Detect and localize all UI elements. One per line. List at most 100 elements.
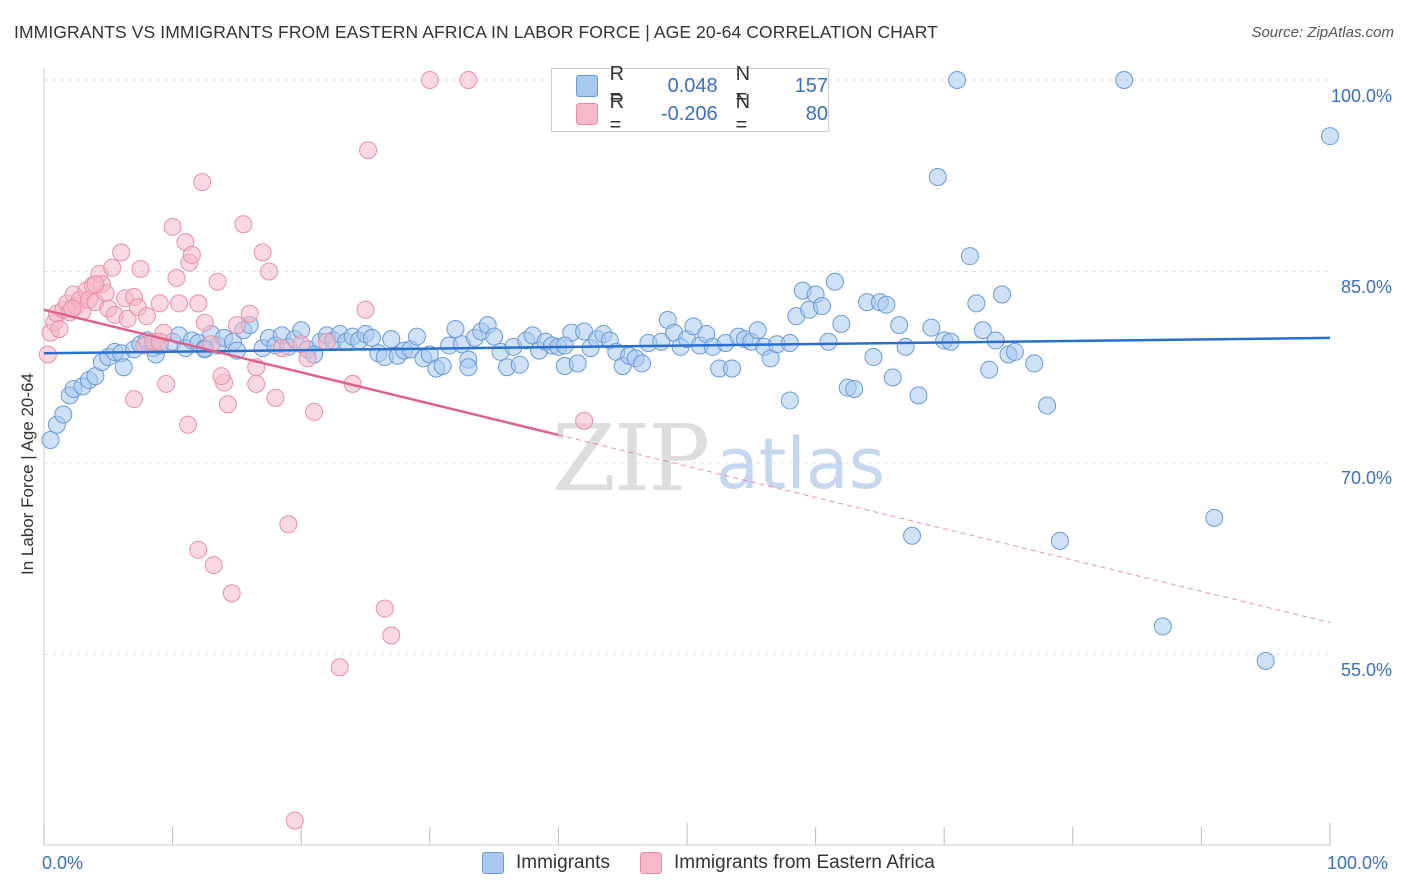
immigrants-point	[864, 348, 883, 367]
eastern-africa-point	[112, 243, 131, 262]
immigrants-point	[986, 331, 1005, 350]
immigrants-point	[890, 316, 909, 335]
immigrants-point	[1115, 71, 1134, 89]
legend-item-immigrants[interactable]: Immigrants	[482, 852, 610, 874]
eastern-africa-point	[163, 217, 182, 236]
legend-item-eastern-africa[interactable]: Immigrants from Eastern Africa	[639, 852, 935, 874]
immigrants-point	[832, 314, 851, 333]
legend-r-value: -0.206	[660, 102, 718, 125]
immigrants-point	[446, 319, 465, 338]
immigrants-point	[555, 336, 574, 355]
immigrants-point	[54, 405, 73, 424]
immigrants-point	[41, 431, 60, 450]
eastern-africa-point	[125, 390, 144, 409]
eastern-africa-point	[179, 415, 198, 434]
legend-row-eastern-africa: R = -0.206 N = 80	[576, 91, 828, 136]
immigrants-point	[748, 321, 767, 340]
eastern-africa-points	[38, 71, 594, 830]
eastern-africa-point	[279, 515, 298, 534]
watermark: ZIP atlas	[552, 405, 885, 512]
y-tick-label: 55.0%	[1340, 660, 1392, 680]
y-axis-title: In Labor Force | Age 20-64	[18, 373, 37, 575]
eastern-africa-point	[317, 332, 336, 351]
immigrants-point	[723, 359, 742, 378]
immigrants-point	[362, 328, 381, 347]
eastern-africa-point	[222, 584, 241, 603]
immigrants-point	[948, 71, 967, 89]
immigrants-point	[407, 327, 426, 346]
immigrants-point	[114, 358, 133, 377]
immigrants-point	[825, 272, 844, 291]
immigrants-points	[41, 71, 1339, 670]
immigrants-point	[632, 354, 651, 373]
eastern-africa-point	[38, 345, 57, 364]
eastern-africa-point	[305, 402, 324, 421]
immigrants-point	[1256, 651, 1275, 670]
legend-swatch-pink	[639, 852, 662, 874]
eastern-africa-point	[247, 374, 266, 393]
immigrants-point	[780, 391, 799, 410]
immigrants-point	[1050, 531, 1069, 550]
immigrants-point	[896, 337, 915, 356]
eastern-africa-point	[118, 309, 137, 328]
eastern-africa-point	[285, 811, 304, 830]
eastern-africa-point	[86, 275, 105, 294]
eastern-africa-point	[189, 540, 208, 559]
immigrants-point	[903, 526, 922, 545]
eastern-africa-point	[150, 294, 169, 313]
y-tick-label: 100.0%	[1330, 86, 1392, 106]
eastern-africa-point	[298, 349, 317, 368]
legend-label-eastern-africa: Immigrants from Eastern Africa	[673, 852, 935, 873]
source-label: Source: ZipAtlas.com	[1251, 24, 1394, 41]
trend-lines	[43, 308, 1331, 624]
immigrants-point	[568, 354, 587, 373]
legend-swatch-pink	[576, 103, 598, 125]
immigrants-point	[382, 330, 401, 349]
eastern-africa-point	[356, 300, 375, 319]
immigrants-point	[1025, 354, 1044, 373]
immigrants-trend-line	[43, 336, 1331, 355]
eastern-africa-point	[170, 294, 189, 313]
immigrants-point	[485, 327, 504, 346]
eastern-africa-point	[459, 71, 478, 89]
eastern-africa-point	[359, 141, 378, 160]
immigrants-point	[1005, 342, 1024, 361]
immigrants-point	[1038, 396, 1057, 415]
y-tick-label: 70.0%	[1340, 468, 1392, 488]
eastern-africa-point	[50, 319, 69, 338]
watermark-atlas: atlas	[716, 423, 885, 505]
eastern-africa-point	[253, 243, 272, 262]
immigrants-point	[813, 296, 832, 315]
immigrants-point	[980, 360, 999, 379]
eastern-africa-point	[208, 272, 227, 291]
eastern-africa-trend-extension	[558, 434, 1331, 624]
eastern-africa-point	[382, 626, 401, 645]
axes	[43, 68, 1331, 846]
immigrants-point	[780, 333, 799, 352]
immigrants-point	[845, 379, 864, 398]
eastern-africa-point	[157, 374, 176, 393]
legend-n-value: 80	[805, 102, 828, 125]
eastern-africa-point	[193, 173, 212, 192]
immigrants-point	[1153, 617, 1172, 636]
immigrants-point	[960, 247, 979, 266]
chart-title: IMMIGRANTS VS IMMIGRANTS FROM EASTERN AF…	[14, 22, 938, 42]
eastern-africa-trend-line	[43, 308, 559, 437]
eastern-africa-point	[204, 556, 223, 575]
immigrants-point	[1205, 508, 1224, 527]
grid-lines	[44, 79, 1330, 655]
eastern-africa-point	[131, 259, 150, 278]
legend-r-value: 0.048	[667, 74, 718, 97]
legend-label-immigrants: Immigrants	[516, 852, 610, 873]
eastern-africa-point	[260, 262, 279, 281]
immigrants-point	[883, 368, 902, 387]
eastern-africa-point	[182, 245, 201, 264]
legend-row-immigrants: R = 0.048 N = 157	[576, 63, 828, 108]
y-tick-label: 85.0%	[1340, 277, 1392, 297]
immigrants-point	[973, 321, 992, 340]
eastern-africa-point	[218, 395, 237, 414]
legend-r-label: R =	[609, 63, 625, 108]
x-tick-label-left: 0.0%	[42, 853, 84, 873]
legend-n-label: N =	[735, 91, 751, 136]
x-tick-label-right: 100.0%	[1327, 853, 1389, 873]
